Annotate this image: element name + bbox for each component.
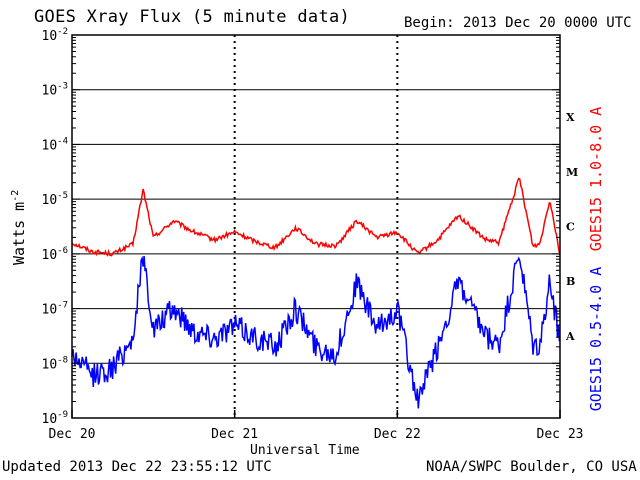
- y-tick-label-exponent: -2: [57, 27, 68, 37]
- series-short-line: [71, 255, 561, 409]
- y-tick-label-base: 10: [42, 29, 58, 44]
- y-tick-label-exponent: -6: [57, 246, 68, 256]
- plot-title: GOES Xray Flux (5 minute data): [34, 7, 351, 27]
- x-axis-label: Universal Time: [250, 443, 360, 458]
- x-tick-label: Dec 22: [374, 427, 421, 442]
- flare-class-label: X: [566, 111, 575, 124]
- flare-class-label: M: [566, 166, 578, 179]
- y-tick-label-base: 10: [42, 193, 58, 208]
- y-tick-label-base: 10: [42, 248, 58, 263]
- y-tick-label-base: 10: [42, 303, 58, 318]
- y-tick-label: 10-4: [42, 136, 69, 153]
- y-tick-label-base: 10: [42, 84, 58, 99]
- x-tick-label: Dec 23: [537, 427, 584, 442]
- plot-frame: [71, 34, 561, 419]
- y-tick-label: 10-3: [42, 82, 69, 99]
- x-tick-label: Dec 20: [49, 427, 96, 442]
- y-tick-label-base: 10: [42, 138, 58, 153]
- flare-class-label: C: [566, 221, 575, 234]
- updated-timestamp: Updated 2013 Dec 22 23:55:12 UTC: [2, 459, 272, 475]
- y-tick-label: 10-2: [42, 27, 69, 44]
- flare-class-label: B: [566, 275, 575, 288]
- y-tick-label-exponent: -7: [57, 301, 68, 311]
- y-tick-label: 10-5: [42, 191, 69, 208]
- series-long-line: [71, 177, 561, 257]
- y-tick-label-exponent: -5: [57, 191, 68, 201]
- flare-class-label: A: [565, 330, 575, 343]
- y-tick-label-base: 10: [42, 412, 58, 427]
- credit-label: NOAA/SWPC Boulder, CO USA: [426, 459, 637, 475]
- y-tick-label-exponent: -9: [57, 410, 68, 420]
- y-tick-label-exponent: -4: [57, 136, 68, 146]
- x-tick-label: Dec 21: [211, 427, 258, 442]
- y-tick-label: 10-8: [42, 355, 69, 372]
- y-tick-label-base: 10: [42, 357, 58, 372]
- y-tick-label: 10-7: [42, 301, 69, 318]
- begin-time-label: Begin: 2013 Dec 20 0000 UTC: [404, 15, 632, 31]
- y-tick-label: 10-9: [42, 410, 69, 427]
- y-tick-label-exponent: -3: [57, 82, 68, 92]
- y-tick-label-exponent: -8: [57, 355, 68, 365]
- y-tick-label: 10-6: [42, 246, 69, 263]
